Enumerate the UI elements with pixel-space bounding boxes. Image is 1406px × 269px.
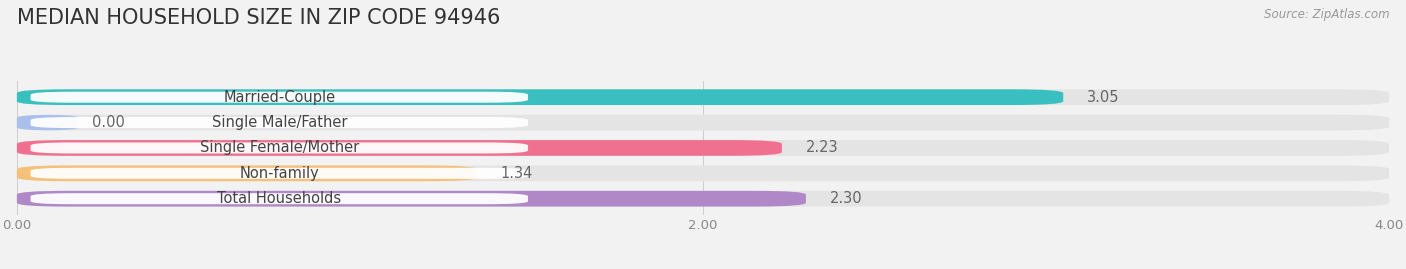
Text: Married-Couple: Married-Couple xyxy=(224,90,336,105)
FancyBboxPatch shape xyxy=(17,191,806,207)
FancyBboxPatch shape xyxy=(31,117,529,128)
Text: 2.23: 2.23 xyxy=(806,140,838,155)
FancyBboxPatch shape xyxy=(31,193,529,204)
Text: Single Male/Father: Single Male/Father xyxy=(211,115,347,130)
FancyBboxPatch shape xyxy=(17,191,1389,207)
Text: MEDIAN HOUSEHOLD SIZE IN ZIP CODE 94946: MEDIAN HOUSEHOLD SIZE IN ZIP CODE 94946 xyxy=(17,8,501,28)
Text: Non-family: Non-family xyxy=(239,166,319,181)
FancyBboxPatch shape xyxy=(17,115,79,130)
FancyBboxPatch shape xyxy=(17,89,1389,105)
Text: Single Female/Mother: Single Female/Mother xyxy=(200,140,359,155)
FancyBboxPatch shape xyxy=(17,89,1063,105)
FancyBboxPatch shape xyxy=(17,140,1389,156)
FancyBboxPatch shape xyxy=(31,168,529,179)
FancyBboxPatch shape xyxy=(31,92,529,103)
Text: 2.30: 2.30 xyxy=(830,191,862,206)
FancyBboxPatch shape xyxy=(17,115,1389,130)
Text: 3.05: 3.05 xyxy=(1087,90,1119,105)
FancyBboxPatch shape xyxy=(17,165,477,181)
FancyBboxPatch shape xyxy=(17,165,1389,181)
FancyBboxPatch shape xyxy=(31,143,529,153)
FancyBboxPatch shape xyxy=(17,140,782,156)
Text: 0.00: 0.00 xyxy=(93,115,125,130)
Text: Source: ZipAtlas.com: Source: ZipAtlas.com xyxy=(1264,8,1389,21)
Text: 1.34: 1.34 xyxy=(501,166,533,181)
Text: Total Households: Total Households xyxy=(218,191,342,206)
